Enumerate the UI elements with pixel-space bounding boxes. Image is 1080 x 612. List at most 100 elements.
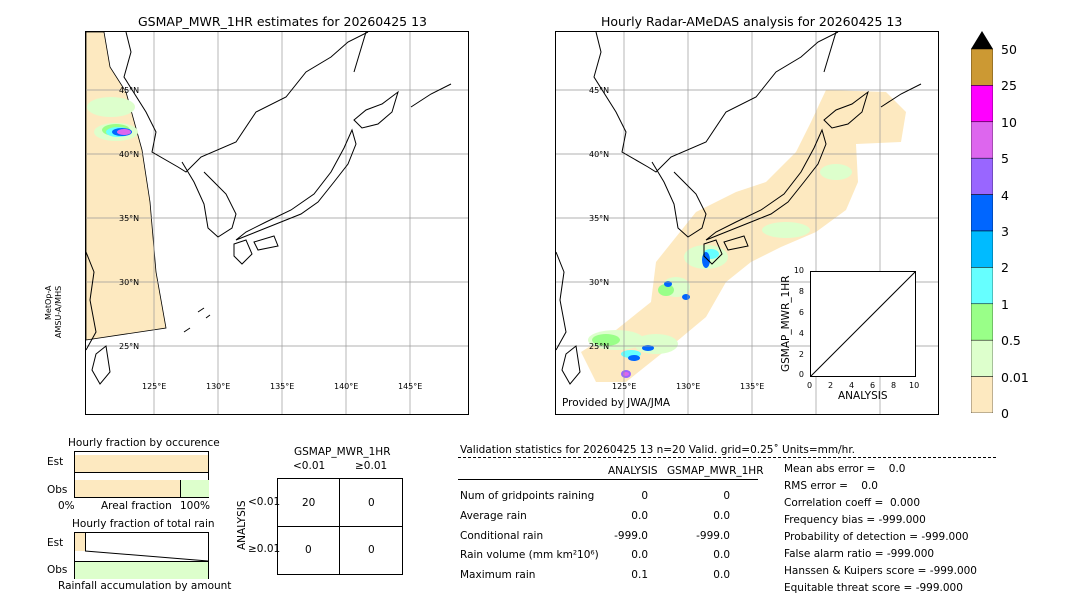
validation-row-analysis-1: 0: [641, 490, 648, 502]
colorbar-seg-25: [970, 85, 994, 123]
contingency-cell-2-1: 0: [305, 544, 312, 556]
colorbar-label-05: 0.5: [1001, 333, 1021, 348]
scatter-ytick-6: 6: [798, 308, 804, 317]
validation-col-underline: [458, 479, 758, 480]
left-lon-label-130: 130°E: [206, 382, 231, 391]
scatter-ytick-0: 0: [798, 370, 804, 379]
right-lon-label-135: 135°E: [740, 382, 765, 391]
right-rain-green-1: [658, 284, 674, 296]
occurrence-obs-bar-rest: [180, 480, 209, 497]
scatter-xtick-4: 4: [849, 381, 855, 390]
occurrence-row-obs: Obs: [47, 484, 68, 496]
right-lat-label-45: 45°N: [589, 86, 610, 95]
right-coast-hokkaido: [823, 90, 869, 129]
rain-row-est: Est: [47, 537, 64, 549]
contingency-cell-2-2: 0: [368, 544, 375, 556]
left-lat-label-40: 40°N: [119, 150, 140, 159]
right-coast-china: [556, 251, 567, 351]
colorbar-label-001: 0.01: [1001, 370, 1029, 385]
scatter-xtick-6: 6: [870, 381, 876, 390]
colorbar-seg-05: [970, 339, 994, 377]
right-lat-label-25: 25°N: [589, 342, 610, 351]
rain-est-bar: [75, 533, 86, 551]
score-hanssen-kuipers: Hanssen & Kuipers score = -999.000: [784, 565, 977, 577]
occurrence-title: Hourly fraction by occurence: [68, 437, 220, 449]
rain-plot: [74, 532, 209, 579]
left-coast-hokkaido: [353, 90, 399, 129]
validation-row-gsmap-5: 0.0: [713, 569, 730, 581]
score-equitable-threat: Equitable threat score = -999.000: [784, 582, 963, 594]
score-rms-error: RMS error = 0.0: [784, 480, 878, 492]
scatter-inset: [810, 271, 916, 377]
scatter-xticks: 0 2 4 6 8 10: [804, 381, 920, 391]
occurrence-est-bar: [75, 455, 208, 473]
right-coast-kyushu: [703, 239, 723, 265]
validation-row-label-4: Rain volume (mm km²10⁶): [460, 549, 599, 561]
right-rain-light-4: [634, 334, 678, 354]
colorbar: [970, 31, 994, 414]
right-rain-magenta-1: [623, 372, 629, 376]
right-coast-taiwan: [561, 345, 581, 385]
validation-row-label-3: Conditional rain: [460, 530, 544, 542]
colorbar-label-4: 4: [1001, 188, 1009, 203]
occurrence-plot: [74, 451, 209, 498]
left-side-label-sensor: AMSU-A/MHS: [54, 285, 63, 338]
right-coast-honshu: [705, 128, 827, 241]
scatter-ytick-4: 4: [798, 329, 804, 338]
left-rain-light: [87, 97, 135, 117]
left-coast-china: [86, 251, 97, 351]
occurrence-obs-bar: [75, 480, 180, 497]
left-map-title: GSMAP_MWR_1HR estimates for 20260425 13: [138, 14, 427, 29]
colorbar-overflow-triangle: [971, 31, 993, 49]
right-lon-label-130: 130°E: [676, 382, 701, 391]
left-coast-shikoku: [253, 235, 279, 251]
colorbar-label-25: 25: [1001, 78, 1017, 93]
contingency-title: GSMAP_MWR_1HR: [294, 446, 391, 458]
rain-row-obs: Obs: [47, 564, 68, 576]
contingency-col-header-1: <0.01: [293, 460, 326, 472]
right-lat-label-35: 35°N: [589, 214, 610, 223]
occurrence-axis-left: 0%: [58, 500, 75, 512]
right-rain-blue-4: [628, 355, 640, 361]
colorbar-seg-001: [970, 376, 994, 414]
right-coast-asia: [593, 32, 839, 173]
validation-col-analysis: ANALYSIS: [608, 465, 658, 477]
score-frequency-bias: Frequency bias = -999.000: [784, 514, 926, 526]
colorbar-seg-50: [970, 48, 994, 86]
validation-row-gsmap-2: 0.0: [713, 510, 730, 522]
right-rain-blue-2: [664, 281, 672, 287]
scatter-yticks: 10 8 6 4 2 0: [790, 266, 804, 379]
occurrence-axis-mid: Areal fraction: [101, 500, 172, 512]
scatter-diagonal: [810, 271, 916, 377]
right-rain-blue-5: [642, 345, 654, 351]
rain-obs-bar: [75, 561, 208, 579]
validation-row-gsmap-3: -999.0: [696, 530, 730, 542]
right-map-panel: 45°N 40°N 35°N 30°N 25°N 125°E 130°E 135…: [555, 31, 939, 415]
left-lon-label-145: 145°E: [398, 382, 423, 391]
left-lon-label-135: 135°E: [270, 382, 295, 391]
left-lat-label-35: 35°N: [119, 214, 140, 223]
scatter-ytick-10: 10: [793, 266, 804, 275]
left-rain-magenta: [117, 129, 131, 135]
right-rain-light-5: [762, 222, 810, 238]
right-rain-light-6: [820, 164, 852, 180]
right-map-credit: Provided by JWA/JMA: [562, 397, 671, 409]
scatter-ytick-2: 2: [798, 350, 804, 359]
rain-axis-mid: Rainfall accumulation by amount: [58, 580, 232, 592]
validation-row-gsmap-4: 0.0: [713, 549, 730, 561]
colorbar-label-10: 10: [1001, 115, 1017, 130]
colorbar-svg: [970, 31, 994, 414]
validation-row-label-2: Average rain: [460, 510, 527, 522]
score-mean-abs-error: Mean abs error = 0.0: [784, 463, 906, 475]
contingency-cell-1-1: 20: [302, 497, 316, 509]
left-lon-label-125: 125°E: [142, 382, 167, 391]
left-lat-label-25: 25°N: [119, 342, 140, 351]
colorbar-label-0: 0: [1001, 406, 1009, 421]
contingency-grid: 20 0 0 0: [277, 478, 403, 575]
right-coast-shikoku: [723, 235, 749, 251]
left-coast-asia: [123, 32, 369, 173]
validation-col-gsmap: GSMAP_MWR_1HR: [667, 465, 764, 477]
colorbar-label-1: 1: [1001, 297, 1009, 312]
colorbar-seg-4: [970, 194, 994, 232]
colorbar-seg-2: [970, 267, 994, 305]
